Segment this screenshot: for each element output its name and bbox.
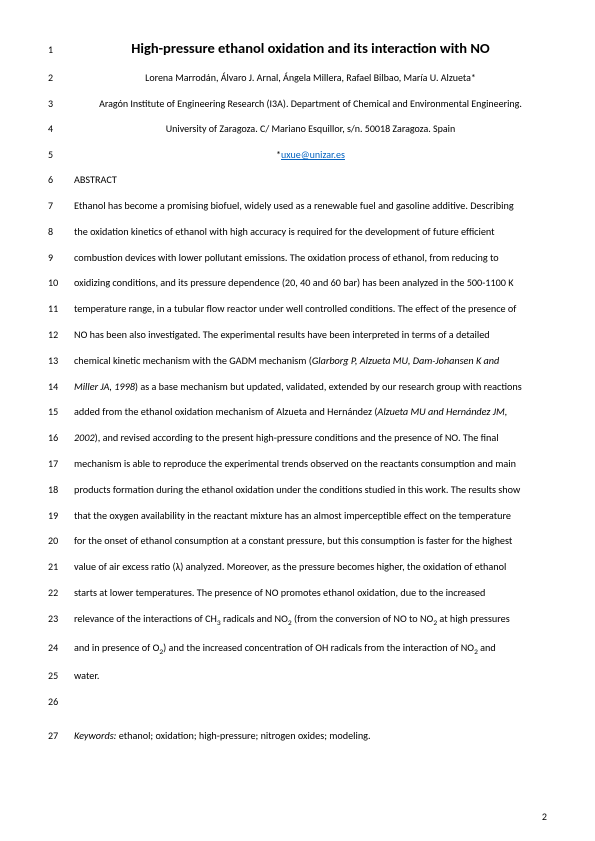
line-number: 17 — [48, 457, 74, 470]
subscript: 2 — [474, 648, 478, 657]
line-10: 10 oxidizing conditions, and its pressur… — [48, 275, 547, 290]
text-part: ) as a base mechanism but updated, valid… — [135, 380, 522, 393]
text-part: ), and revised according to the present … — [95, 431, 499, 444]
line-number: 6 — [48, 173, 74, 186]
subscript: 2 — [288, 619, 292, 628]
citation: Glarborg P, Alzueta MU, Dam-Johansen K a… — [312, 354, 499, 367]
line-number: 2 — [48, 71, 74, 84]
affiliation: Aragón Institute of Engineering Research… — [74, 96, 547, 111]
line-16: 16 2002), and revised according to the p… — [48, 430, 547, 445]
line-4: 4 University of Zaragoza. C/ Mariano Esq… — [48, 121, 547, 136]
line-number: 20 — [48, 534, 74, 547]
line-number: 8 — [48, 225, 74, 238]
blank-line — [74, 694, 547, 709]
line-1: 1 High-pressure ethanol oxidation and it… — [48, 38, 547, 60]
line-24: 24 and in presence of O2) and the increa… — [48, 640, 547, 658]
line-number: 1 — [48, 43, 74, 56]
line-5: 5 *uxue@unizar.es — [48, 147, 547, 162]
abstract-text: that the oxygen availability in the reac… — [74, 508, 547, 523]
abstract-text: temperature range, in a tubular flow rea… — [74, 301, 547, 316]
line-3: 3 Aragón Institute of Engineering Resear… — [48, 96, 547, 111]
abstract-text: combustion devices with lower pollutant … — [74, 250, 547, 265]
line-number: 24 — [48, 641, 74, 654]
line-20: 20 for the onset of ethanol consumption … — [48, 533, 547, 548]
line-number: 12 — [48, 328, 74, 341]
abstract-text: chemical kinetic mechanism with the GADM… — [74, 353, 547, 368]
line-23: 23 relevance of the interactions of CH3 … — [48, 611, 547, 629]
abstract-text: products formation during the ethanol ox… — [74, 482, 547, 497]
line-21: 21 value of air excess ratio (λ) analyze… — [48, 559, 547, 574]
citation: 2002 — [74, 431, 95, 444]
line-18: 18 products formation during the ethanol… — [48, 482, 547, 497]
line-number: 16 — [48, 431, 74, 444]
line-number: 25 — [48, 669, 74, 682]
text-part: added from the ethanol oxidation mechani… — [74, 405, 377, 418]
keywords: Keywords: ethanol; oxidation; high-press… — [74, 728, 547, 743]
line-19: 19 that the oxygen availability in the r… — [48, 508, 547, 523]
line-13: 13 chemical kinetic mechanism with the G… — [48, 353, 547, 368]
line-number: 23 — [48, 612, 74, 625]
line-17: 17 mechanism is able to reproduce the ex… — [48, 456, 547, 471]
abstract-text: Miller JA, 1998) as a base mechanism but… — [74, 379, 547, 394]
line-number: 13 — [48, 354, 74, 367]
line-22: 22 starts at lower temperatures. The pre… — [48, 585, 547, 600]
abstract-text: oxidizing conditions, and its pressure d… — [74, 275, 547, 290]
line-number: 18 — [48, 483, 74, 496]
abstract-heading: ABSTRACT — [74, 172, 547, 187]
authors: Lorena Marrodán, Álvaro J. Arnal, Ángela… — [74, 70, 547, 85]
subscript: 3 — [217, 619, 221, 628]
page-number: 2 — [542, 810, 547, 823]
abstract-text: for the onset of ethanol consumption at … — [74, 533, 547, 548]
line-15: 15 added from the ethanol oxidation mech… — [48, 404, 547, 419]
abstract-text: NO has been also investigated. The exper… — [74, 327, 547, 342]
line-14: 14 Miller JA, 1998) as a base mechanism … — [48, 379, 547, 394]
abstract-text: Ethanol has become a promising biofuel, … — [74, 198, 547, 213]
citation: Alzueta MU and Hernández JM, — [377, 405, 507, 418]
line-number: 9 — [48, 251, 74, 264]
line-number: 10 — [48, 276, 74, 289]
abstract-text: added from the ethanol oxidation mechani… — [74, 404, 547, 419]
keywords-text: ethanol; oxidation; high-pressure; nitro… — [116, 729, 370, 742]
abstract-text: relevance of the interactions of CH3 rad… — [74, 611, 547, 629]
line-number: 27 — [48, 729, 74, 742]
line-7: 7 Ethanol has become a promising biofuel… — [48, 198, 547, 213]
citation: Miller JA, 1998 — [74, 380, 135, 393]
line-number: 14 — [48, 380, 74, 393]
line-number: 3 — [48, 97, 74, 110]
abstract-text: 2002), and revised according to the pres… — [74, 430, 547, 445]
line-number: 15 — [48, 405, 74, 418]
line-26: 26 — [48, 694, 547, 709]
line-number: 4 — [48, 122, 74, 135]
line-25: 25 water. — [48, 668, 547, 683]
affiliation: University of Zaragoza. C/ Mariano Esqui… — [74, 121, 547, 136]
line-number: 21 — [48, 560, 74, 573]
line-2: 2 Lorena Marrodán, Álvaro J. Arnal, Ánge… — [48, 70, 547, 85]
line-number: 5 — [48, 148, 74, 161]
email-link[interactable]: uxue@unizar.es — [281, 148, 345, 161]
abstract-text: the oxidation kinetics of ethanol with h… — [74, 224, 547, 239]
line-9: 9 combustion devices with lower pollutan… — [48, 250, 547, 265]
abstract-text: starts at lower temperatures. The presen… — [74, 585, 547, 600]
line-11: 11 temperature range, in a tubular flow … — [48, 301, 547, 316]
line-number: 22 — [48, 586, 74, 599]
abstract-text: water. — [74, 668, 547, 683]
abstract-text: and in presence of O2) and the increased… — [74, 640, 547, 658]
line-number: 19 — [48, 509, 74, 522]
subscript: 2 — [433, 619, 437, 628]
spacer — [48, 720, 547, 728]
subscript: 2 — [159, 648, 163, 657]
keywords-label: Keywords: — [74, 729, 116, 742]
line-12: 12 NO has been also investigated. The ex… — [48, 327, 547, 342]
line-27: 27 Keywords: ethanol; oxidation; high-pr… — [48, 728, 547, 743]
paper-title: High-pressure ethanol oxidation and its … — [74, 38, 547, 60]
line-8: 8 the oxidation kinetics of ethanol with… — [48, 224, 547, 239]
line-number: 26 — [48, 695, 74, 708]
line-number: 11 — [48, 302, 74, 315]
abstract-text: mechanism is able to reproduce the exper… — [74, 456, 547, 471]
line-6: 6 ABSTRACT — [48, 172, 547, 187]
corresponding-email: *uxue@unizar.es — [74, 147, 547, 162]
line-number: 7 — [48, 199, 74, 212]
abstract-text: value of air excess ratio (λ) analyzed. … — [74, 559, 547, 574]
text-part: chemical kinetic mechanism with the GADM… — [74, 354, 312, 367]
